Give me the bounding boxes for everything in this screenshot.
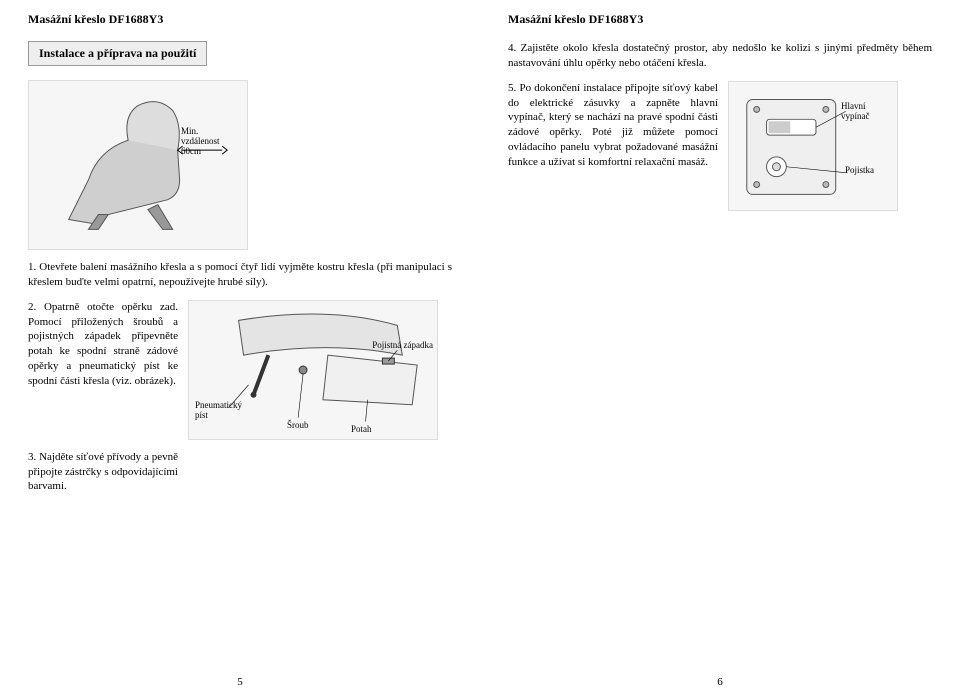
label-piston: Pneumatický píst [195,401,242,421]
label-vzdalenost: vzdálenost [181,136,220,146]
label-piston-b: píst [195,410,208,420]
step-4-text: 4. Zajistěte okolo křesla dostatečný pro… [508,41,932,71]
step-4-row: 4. Zajistěte okolo křesla dostatečný pro… [508,41,932,71]
distance-caption: Min. vzdálenost 60cm [181,127,241,157]
label-min: Min. [181,126,198,136]
label-main-switch: Hlavní vypínač [841,102,895,122]
label-screw: Šroub [287,421,309,431]
label-60cm: 60cm [181,146,201,156]
page-title-left: Masážní křeslo DF1688Y3 [28,12,452,27]
figure-chair-distance: Min. vzdálenost 60cm [28,80,452,250]
label-cover: Potah [351,425,372,435]
section-heading: Instalace a příprava na použití [28,41,207,66]
label-piston-a: Pneumatický [195,400,242,410]
backrest-illustration: Pneumatický píst Šroub Pojistná západka … [188,300,438,440]
page-number-right: 6 [480,676,960,688]
label-fuse: Pojistka [845,166,895,176]
switch-panel-illustration: Hlavní vypínač Pojistka [728,81,898,211]
step-5-row: 5. Po dokončení instalace připojte síťov… [508,81,932,211]
label-latch: Pojistná západka [372,341,433,351]
step-1-text: 1. Otevřete balení masážního křesla a s … [28,260,452,290]
step-3-text: 3. Najděte síťové přívody a pevně připoj… [28,450,178,495]
page-right: Masážní křeslo DF1688Y3 4. Zajistěte oko… [480,0,960,696]
page-left: Masážní křeslo DF1688Y3 Instalace a příp… [0,0,480,696]
step-5-text: 5. Po dokončení instalace připojte síťov… [508,81,718,170]
chair-illustration: Min. vzdálenost 60cm [28,80,248,250]
page-title-right: Masážní křeslo DF1688Y3 [508,12,932,27]
step-2-row: 2. Opatrně otočte opěrku zad. Pomocí při… [28,300,452,440]
page-number-left: 5 [0,676,480,688]
step-2-text: 2. Opatrně otočte opěrku zad. Pomocí při… [28,300,178,389]
